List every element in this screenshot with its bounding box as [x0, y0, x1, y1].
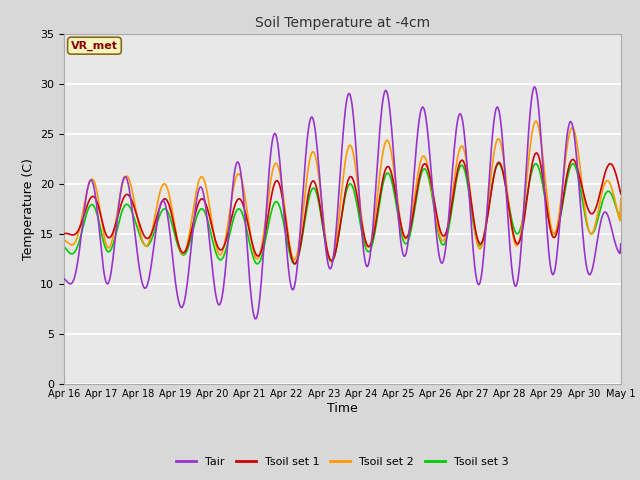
- X-axis label: Time: Time: [327, 402, 358, 415]
- Tsoil set 1: [184, 242, 192, 248]
- Tsoil set 1: [60, 231, 68, 237]
- Tair: [252, 316, 259, 322]
- Tsoil set 1: [428, 180, 435, 185]
- Tair: [617, 241, 625, 247]
- Y-axis label: Temperature (C): Temperature (C): [22, 158, 35, 260]
- Tair: [60, 276, 68, 282]
- Tsoil set 2: [617, 196, 625, 202]
- Tsoil set 3: [127, 207, 135, 213]
- Tsoil set 2: [214, 248, 221, 253]
- Tsoil set 2: [411, 192, 419, 198]
- Line: Tsoil set 1: Tsoil set 1: [64, 153, 621, 264]
- Tsoil set 3: [569, 161, 577, 167]
- Tair: [428, 168, 435, 174]
- Tair: [70, 276, 78, 282]
- Tsoil set 3: [254, 261, 262, 267]
- Tsoil set 2: [127, 184, 135, 190]
- Legend: Tair, Tsoil set 1, Tsoil set 2, Tsoil set 3: Tair, Tsoil set 1, Tsoil set 2, Tsoil se…: [172, 453, 513, 471]
- Tsoil set 1: [70, 232, 78, 238]
- Tsoil set 1: [532, 150, 540, 156]
- Tsoil set 3: [428, 187, 435, 193]
- Tair: [214, 299, 221, 305]
- Line: Tair: Tair: [64, 87, 621, 319]
- Tair: [184, 275, 192, 281]
- Tair: [411, 162, 419, 168]
- Tsoil set 2: [60, 238, 68, 243]
- Tsoil set 2: [532, 118, 540, 124]
- Tsoil set 1: [617, 191, 625, 197]
- Tsoil set 2: [327, 258, 335, 264]
- Tair: [531, 84, 539, 90]
- Tsoil set 3: [214, 253, 221, 259]
- Tsoil set 2: [428, 182, 435, 188]
- Tsoil set 3: [411, 205, 419, 211]
- Tsoil set 2: [70, 241, 78, 247]
- Tair: [127, 201, 135, 206]
- Tsoil set 1: [127, 197, 135, 203]
- Tsoil set 2: [184, 239, 192, 244]
- Tsoil set 1: [291, 261, 299, 267]
- Tsoil set 1: [411, 201, 419, 207]
- Title: Soil Temperature at -4cm: Soil Temperature at -4cm: [255, 16, 430, 30]
- Line: Tsoil set 3: Tsoil set 3: [64, 164, 621, 264]
- Tsoil set 3: [617, 204, 625, 210]
- Tsoil set 1: [214, 243, 221, 249]
- Text: VR_met: VR_met: [71, 40, 118, 51]
- Tsoil set 3: [184, 245, 192, 251]
- Line: Tsoil set 2: Tsoil set 2: [64, 121, 621, 261]
- Tsoil set 3: [60, 243, 68, 249]
- Tsoil set 3: [70, 250, 78, 255]
